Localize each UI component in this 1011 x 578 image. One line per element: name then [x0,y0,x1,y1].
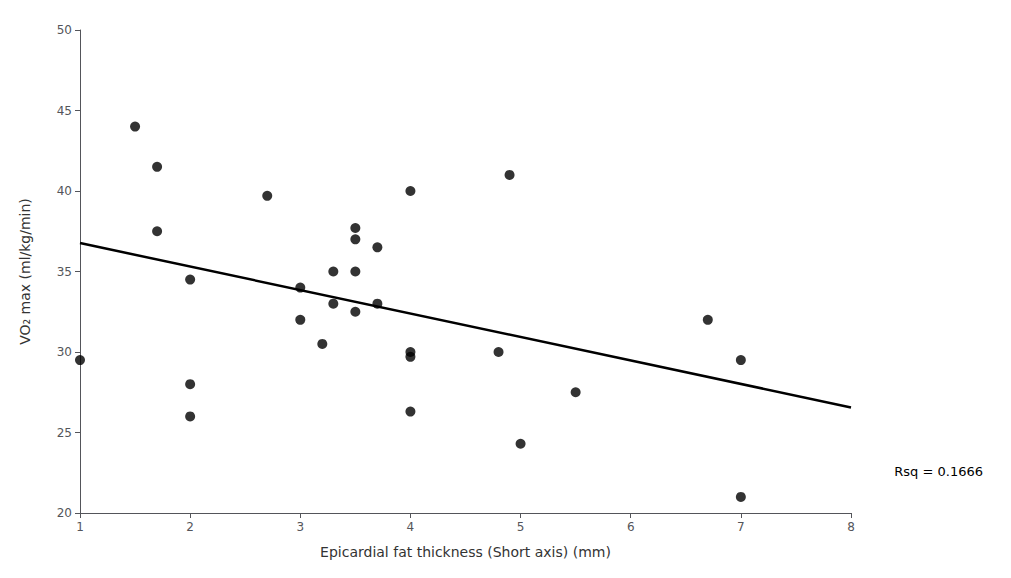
svg-text:20: 20 [57,506,72,520]
svg-text:8: 8 [847,520,855,534]
svg-text:50: 50 [57,23,72,37]
svg-text:30: 30 [57,345,72,359]
svg-text:VO₂ max (ml/kg/min): VO₂ max (ml/kg/min) [17,198,33,345]
svg-text:7: 7 [737,520,745,534]
svg-text:Rsq = 0.1666: Rsq = 0.1666 [894,464,983,479]
svg-text:3: 3 [296,520,304,534]
svg-text:1: 1 [76,520,84,534]
svg-text:5: 5 [517,520,525,534]
svg-text:Epicardial fat thickness (Shor: Epicardial fat thickness (Short axis) (m… [320,544,611,560]
svg-text:40: 40 [57,184,72,198]
svg-text:4: 4 [407,520,415,534]
svg-text:45: 45 [57,104,72,118]
svg-text:25: 25 [57,426,72,440]
svg-text:6: 6 [627,520,635,534]
svg-text:35: 35 [57,265,72,279]
svg-text:2: 2 [186,520,194,534]
